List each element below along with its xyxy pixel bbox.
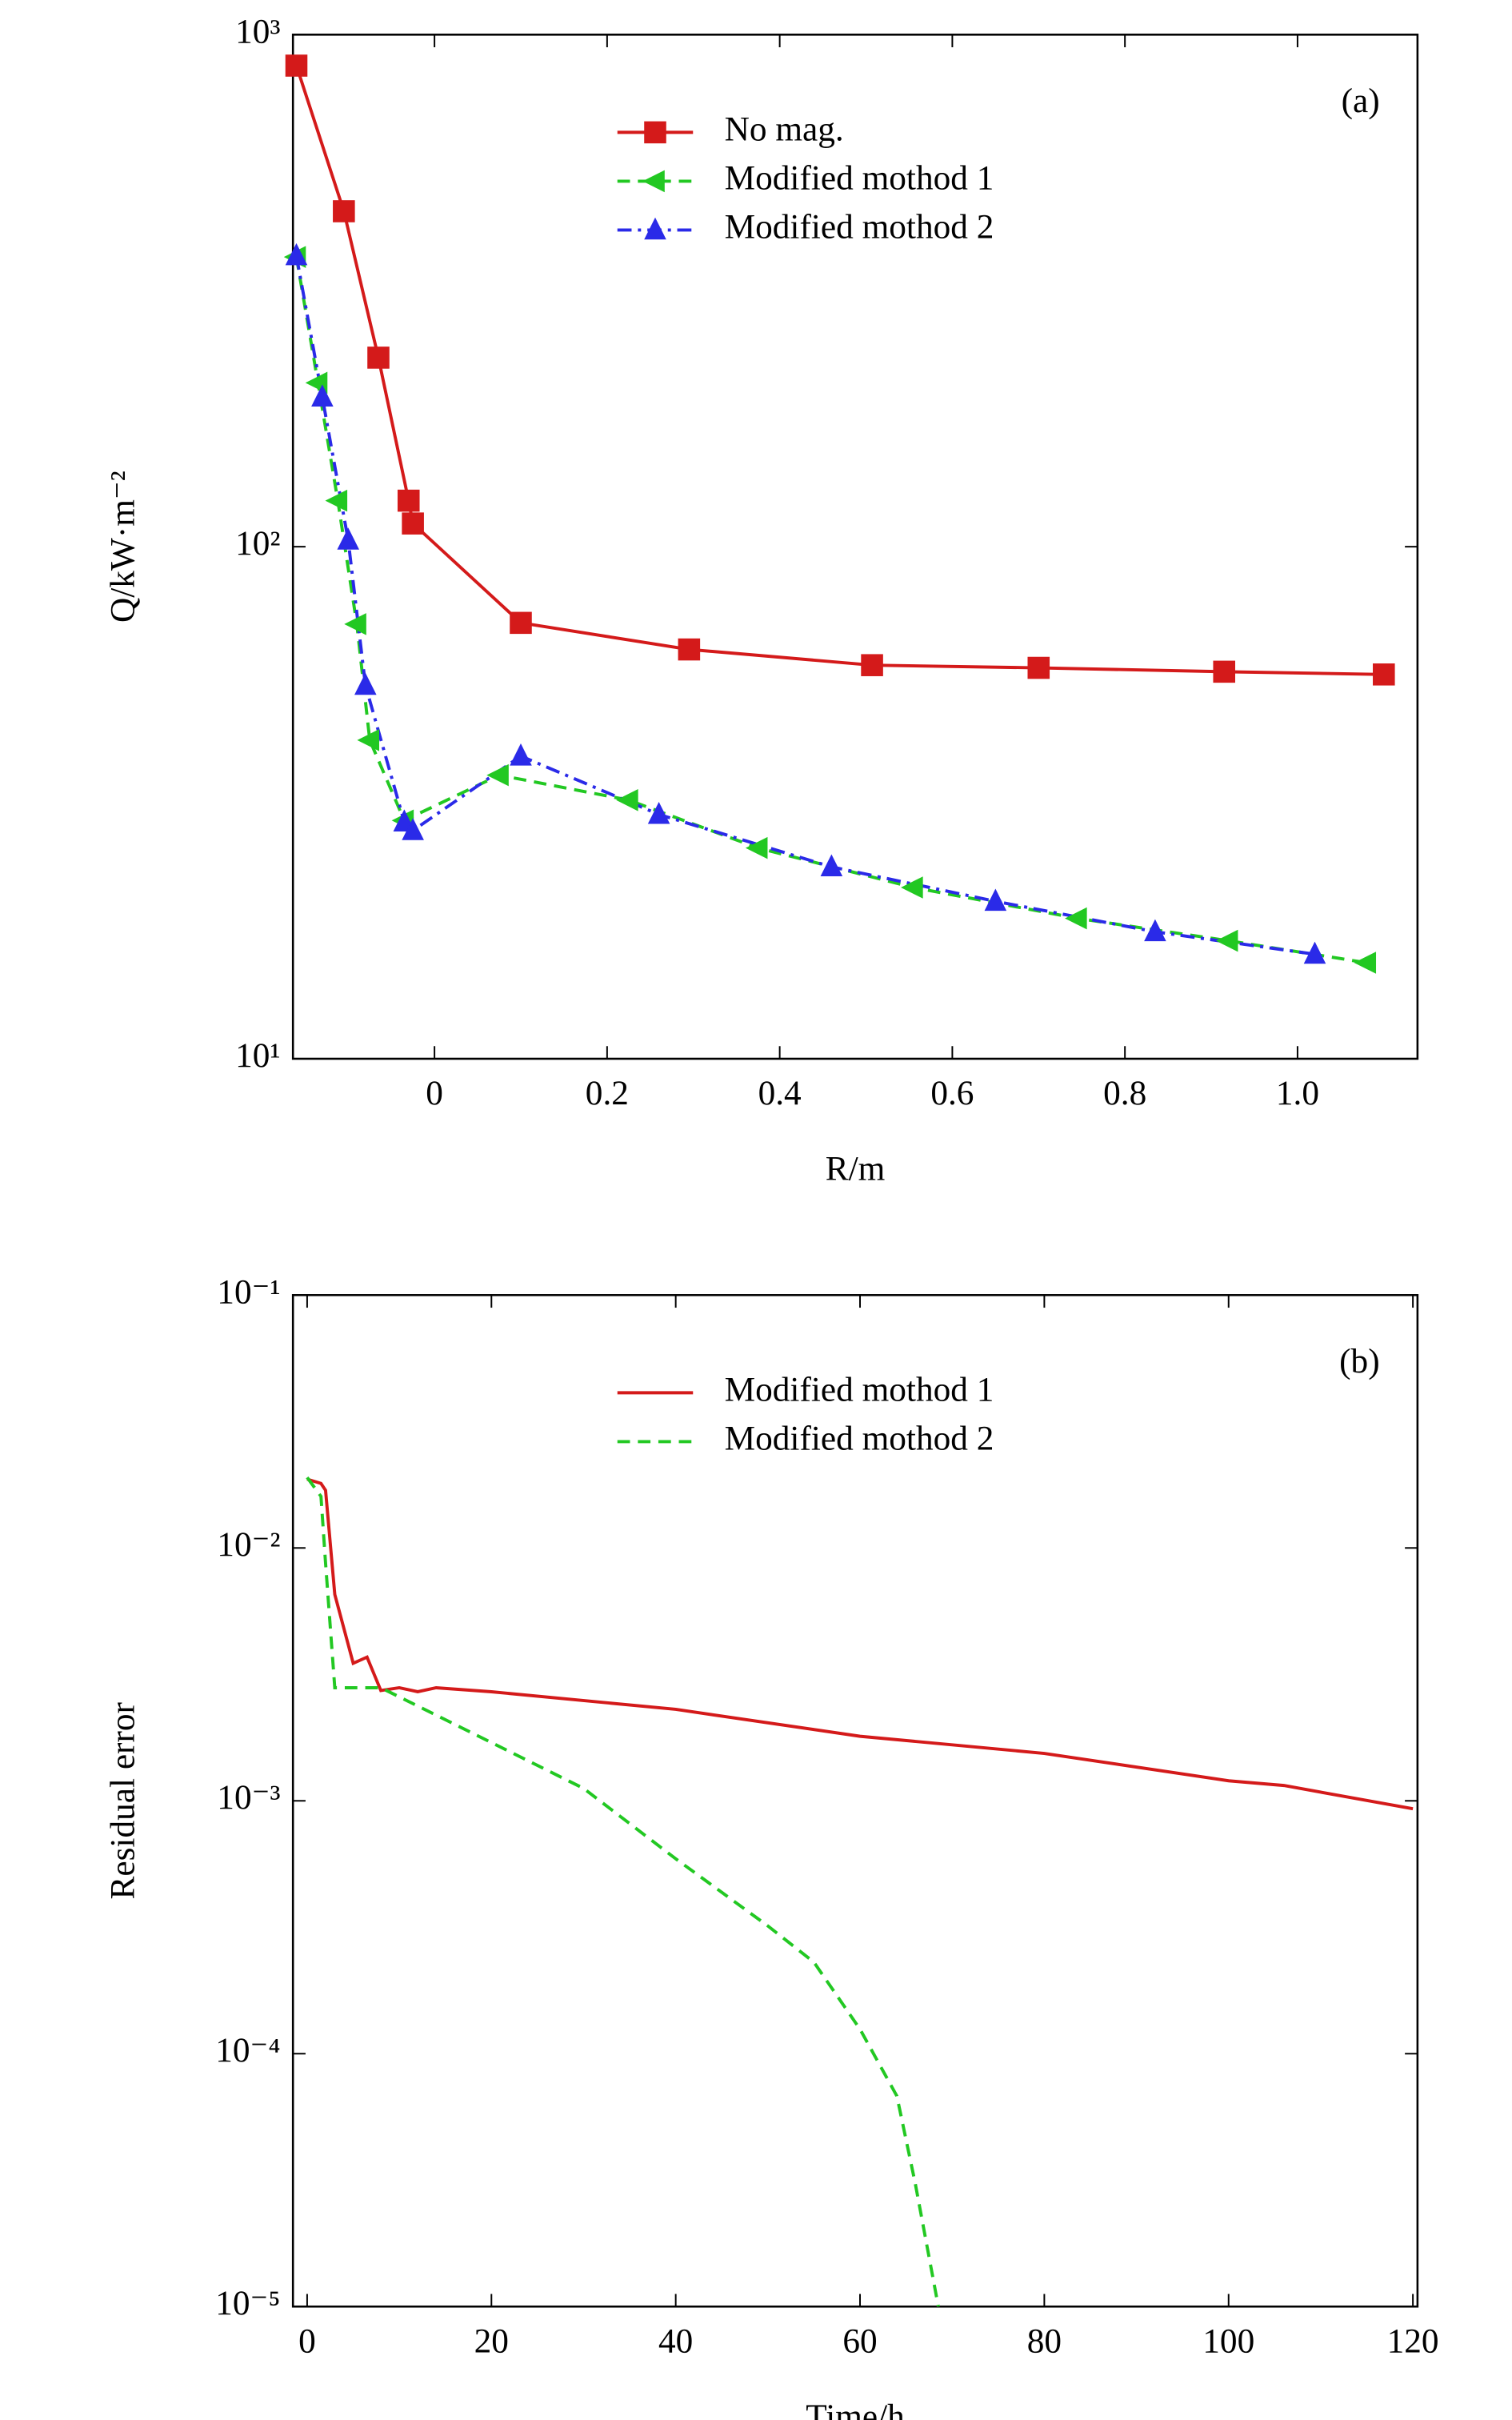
marker (1027, 656, 1050, 679)
x-tick-label: 0 (298, 2322, 316, 2360)
marker (311, 384, 334, 407)
plot-area (294, 65, 1384, 964)
x-tick-label: 0.2 (586, 1074, 629, 1112)
marker (1215, 929, 1238, 952)
marker (337, 527, 360, 550)
x-tick-label: 0.6 (930, 1074, 974, 1112)
marker (642, 170, 665, 193)
y-tick-label: 10⁻⁴ (215, 2031, 280, 2069)
legend-label: Modified mothod 2 (725, 1419, 994, 1457)
marker (861, 654, 883, 676)
marker (402, 818, 424, 840)
x-tick-label: 40 (658, 2322, 693, 2360)
marker (1303, 941, 1326, 964)
series-line (306, 1477, 1414, 1811)
marker (402, 512, 424, 535)
panel-label: (b) (1339, 1342, 1380, 1380)
marker (367, 347, 390, 369)
x-tick-label: 100 (1202, 2322, 1254, 2360)
y-tick-label: 10⁻² (217, 1525, 280, 1564)
x-tick-label: 0.8 (1103, 1074, 1146, 1112)
y-tick-label: 10² (235, 524, 280, 563)
y-tick-label: 10¹ (235, 1036, 280, 1075)
x-tick-label: 0 (426, 1074, 443, 1112)
legend-label: No mag. (725, 110, 844, 148)
marker (344, 613, 366, 635)
x-tick-label: 60 (842, 2322, 877, 2360)
marker (510, 743, 532, 766)
marker (325, 489, 348, 512)
marker (397, 489, 420, 512)
marker (1354, 952, 1377, 974)
marker (1144, 919, 1166, 942)
legend-label: Modified mothod 2 (725, 207, 994, 246)
marker (333, 200, 355, 222)
plot-area (306, 1476, 1414, 2307)
marker (644, 217, 666, 240)
marker (285, 242, 308, 266)
x-tick-label: 0.4 (758, 1074, 802, 1112)
marker (647, 801, 670, 824)
marker (354, 672, 377, 695)
x-tick-label: 80 (1027, 2322, 1062, 2360)
legend-label: Modified mothod 1 (725, 158, 994, 197)
y-tick-label: 10⁻¹ (217, 1272, 280, 1311)
marker (510, 611, 532, 635)
series-line (294, 255, 1315, 956)
series-line (306, 1476, 940, 2307)
marker (984, 888, 1007, 912)
marker (616, 789, 638, 811)
marker (1213, 660, 1236, 683)
marker (644, 121, 666, 144)
series-line (294, 65, 1384, 676)
marker (1373, 663, 1395, 686)
marker (357, 729, 380, 751)
y-tick-label: 10⁻⁵ (215, 2284, 280, 2322)
y-tick-label: 10⁻³ (217, 1778, 280, 1817)
y-axis-label: Residual error (103, 1701, 142, 1899)
x-axis-label: R/m (826, 1150, 886, 1188)
marker (1065, 907, 1087, 930)
y-tick-label: 10³ (235, 12, 280, 50)
marker (820, 854, 843, 877)
legend-label: Modified mothod 1 (725, 1370, 994, 1408)
y-axis-label: Q/kW·m⁻² (103, 471, 142, 623)
marker (901, 876, 923, 899)
plot-frame (291, 1294, 1419, 2308)
panel-label: (a) (1342, 82, 1380, 120)
marker (285, 54, 308, 77)
marker (745, 836, 768, 859)
marker (486, 763, 509, 787)
x-tick-label: 120 (1387, 2322, 1439, 2360)
x-axis-label: Time/h (806, 2398, 905, 2420)
x-tick-label: 1.0 (1276, 1074, 1319, 1112)
x-tick-label: 20 (474, 2322, 509, 2360)
marker (678, 638, 701, 661)
plot-frame (291, 34, 1419, 1060)
